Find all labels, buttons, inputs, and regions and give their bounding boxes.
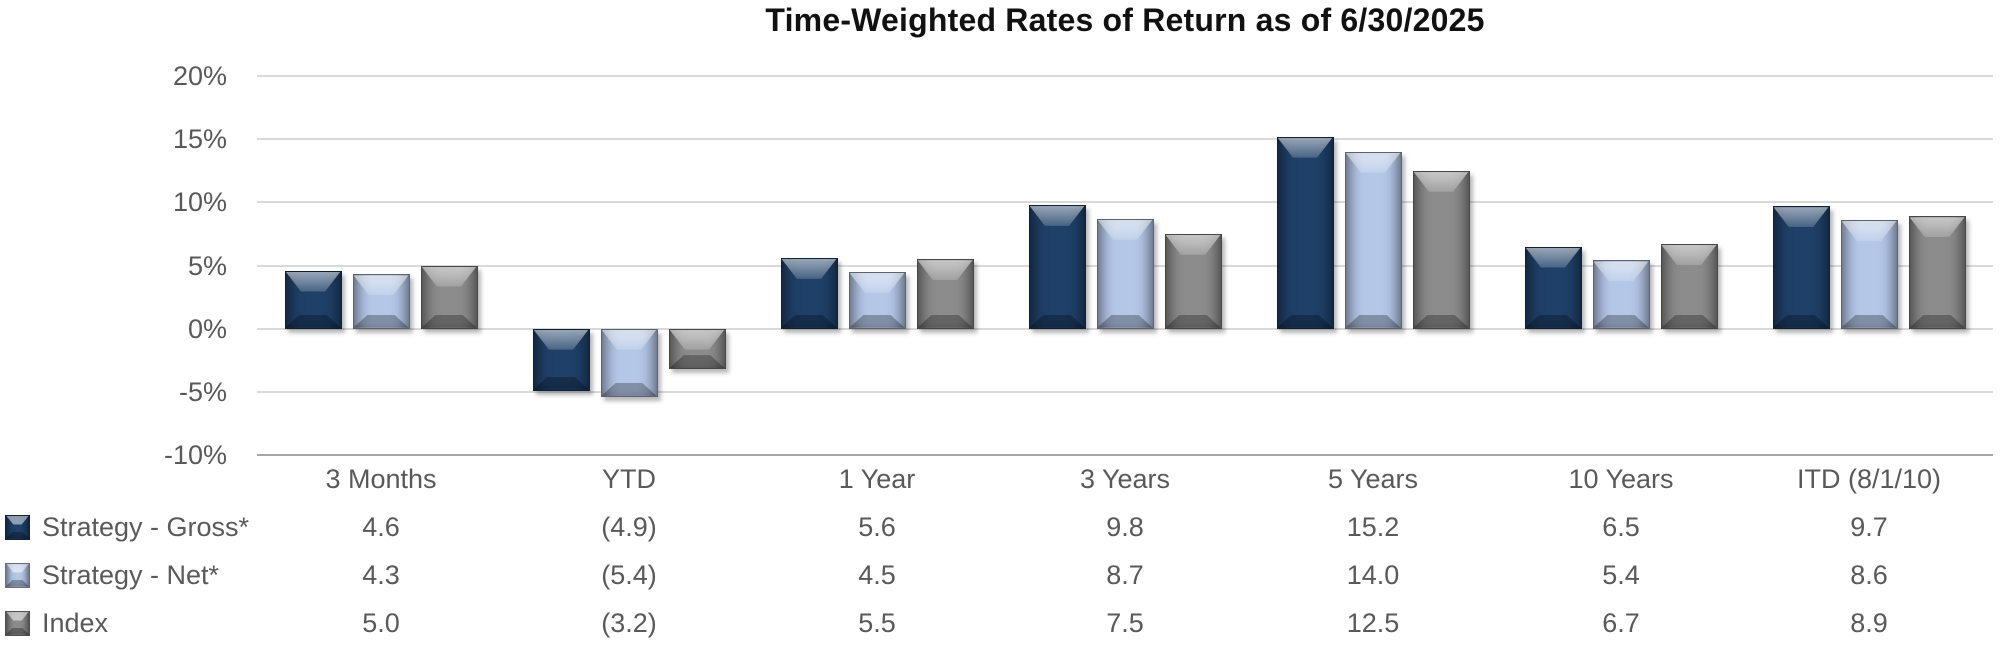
table-value-strategy-net-10-years: 5.4 <box>1602 560 1640 590</box>
bar-strategy-gross-3-years <box>1028 204 1086 329</box>
bar-index-itd-8-1-10 <box>1908 216 1966 329</box>
table-value-strategy-gross-itd-8-1-10: 9.7 <box>1850 512 1888 542</box>
table-value-index-5-years: 12.5 <box>1346 608 1400 638</box>
legend-label-strategy-net: Strategy - Net* <box>42 559 220 590</box>
bar-index-ytd <box>668 328 726 370</box>
legend-swatch-strategy-net <box>5 562 30 588</box>
gridline <box>257 201 1993 204</box>
bar-strategy-net-3-months <box>352 274 410 329</box>
table-value-strategy-gross-3-years: 9.8 <box>1106 512 1144 542</box>
bar-strategy-net-itd-8-1-10 <box>1840 220 1898 329</box>
category-label-ytd: YTD <box>602 464 656 494</box>
table-value-index-3-years: 7.5 <box>1106 608 1144 638</box>
table-value-strategy-net-1-year: 4.5 <box>858 560 896 590</box>
table-value-index-10-years: 6.7 <box>1602 608 1640 638</box>
bar-strategy-gross-3-months <box>284 270 342 329</box>
table-value-index-ytd: (3.2) <box>601 608 657 638</box>
category-label-10-years: 10 Years <box>1568 464 1674 494</box>
category-label-1-year: 1 Year <box>838 464 916 494</box>
y-tick-label-20: 20% <box>172 61 227 91</box>
legend-label-strategy-gross: Strategy - Gross* <box>42 511 250 542</box>
bar-strategy-gross-5-years <box>1276 136 1334 329</box>
category-label-3-years: 3 Years <box>1079 464 1171 494</box>
table-value-index-itd-8-1-10: 8.9 <box>1850 608 1888 638</box>
y-tick-label-10: 10% <box>172 187 227 218</box>
table-value-index-3-months: 5.0 <box>362 608 400 638</box>
bar-strategy-gross-1-year <box>780 257 838 329</box>
bar-strategy-net-3-years <box>1096 218 1154 329</box>
bar-strategy-net-5-years <box>1344 151 1402 329</box>
table-value-strategy-net-3-months: 4.3 <box>362 560 400 590</box>
table-value-strategy-gross-10-years: 6.5 <box>1602 512 1640 542</box>
bar-index-5-years <box>1412 170 1470 329</box>
category-label-itd-8-1-10: ITD (8/1/10) <box>1796 464 1942 494</box>
table-value-strategy-net-ytd: (5.4) <box>601 560 657 590</box>
legend-row-strategy-net: Strategy - Net* <box>5 551 219 599</box>
bar-index-3-years <box>1164 233 1222 329</box>
x-axis-line <box>257 454 1993 456</box>
table-value-strategy-net-3-years: 8.7 <box>1106 560 1144 590</box>
table-value-strategy-gross-5-years: 15.2 <box>1346 512 1400 542</box>
gridline <box>257 390 1993 393</box>
bar-strategy-net-10-years <box>1592 260 1650 329</box>
y-tick-label-0: 0% <box>187 313 227 344</box>
gridline <box>257 138 1993 141</box>
gridline <box>257 75 1993 77</box>
bar-strategy-net-1-year <box>848 271 906 329</box>
bar-index-1-year <box>916 259 974 329</box>
y-tick-label-5: 5% <box>187 250 227 281</box>
y-tick-label-15: 15% <box>172 124 227 155</box>
y-tick-label--10: -10% <box>163 440 227 470</box>
bar-index-10-years <box>1660 244 1718 329</box>
table-value-strategy-net-5-years: 14.0 <box>1346 560 1400 590</box>
gridline <box>257 327 1993 330</box>
legend-swatch-strategy-gross <box>5 514 30 540</box>
category-label-3-months: 3 Months <box>325 464 437 494</box>
bar-strategy-gross-10-years <box>1524 246 1582 329</box>
table-value-strategy-gross-3-months: 4.6 <box>362 512 400 542</box>
legend-row-strategy-gross: Strategy - Gross* <box>5 503 249 551</box>
bar-strategy-gross-ytd <box>532 328 590 391</box>
bar-strategy-gross-itd-8-1-10 <box>1772 206 1830 329</box>
y-tick-label--5: -5% <box>178 376 227 407</box>
table-value-strategy-net-itd-8-1-10: 8.6 <box>1850 560 1888 590</box>
category-label-5-years: 5 Years <box>1327 464 1419 494</box>
bar-strategy-net-ytd <box>600 328 658 397</box>
bar-index-3-months <box>420 265 478 329</box>
legend-row-index: Index <box>5 599 108 647</box>
legend-label-index: Index <box>42 607 109 638</box>
chart-title: Time-Weighted Rates of Return as of 6/30… <box>765 2 1485 38</box>
legend-swatch-index <box>5 610 30 636</box>
table-value-index-1-year: 5.5 <box>858 608 896 638</box>
table-value-strategy-gross-ytd: (4.9) <box>601 512 657 542</box>
table-value-strategy-gross-1-year: 5.6 <box>858 512 896 542</box>
